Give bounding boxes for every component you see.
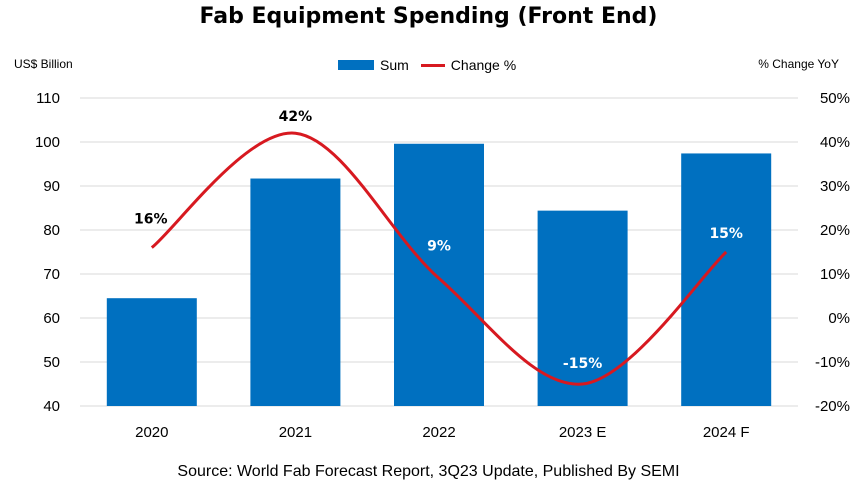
right-axis-unit: % Change YoY [758,57,839,71]
x-tick-label: 2021 [279,424,312,441]
bar [537,210,628,406]
chart-title: Fab Equipment Spending (Front End) [199,4,658,29]
x-tick-label: 2020 [135,424,168,441]
bar [394,143,484,406]
y2-tick-label: -20% [815,398,850,415]
source-note: Source: World Fab Forecast Report, 3Q23 … [177,463,680,480]
data-label: -15% [563,356,602,372]
y-tick-label: 50 [43,354,60,371]
x-tick-label: 2024 F [703,424,750,441]
y2-tick-label: 40% [820,134,850,151]
y2-tick-label: -10% [815,354,850,371]
y-tick-label: 90 [43,178,60,195]
data-label: 16% [134,212,168,228]
data-label: 9% [427,238,451,254]
legend-label-change: Change % [450,57,517,73]
y-tick-label: 40 [43,398,60,415]
legend-item-sum: Sum [338,57,409,73]
y-tick-label: 80 [43,222,60,239]
y2-tick-label: 30% [820,178,850,195]
x-tick-label: 2022 [422,424,455,441]
legend: Sum Change % [338,57,528,73]
y2-tick-label: 20% [820,222,850,239]
y2-tick-label: 50% [820,90,850,107]
y-tick-label: 100 [35,134,60,151]
y2-tick-label: 0% [828,310,850,327]
bar [250,178,341,406]
data-label: 42% [279,109,313,125]
legend-swatch-change [420,63,445,67]
legend-label-sum: Sum [380,57,409,73]
bar [681,153,772,406]
data-label: 15% [709,226,743,242]
legend-item-change: Change % [420,57,517,73]
legend-swatch-sum [338,60,374,70]
bar [106,298,197,406]
y-tick-label: 110 [36,90,60,107]
y-tick-label: 60 [43,310,60,327]
x-tick-label: 2023 E [559,424,607,441]
y2-tick-label: 10% [820,266,850,283]
y-tick-label: 70 [43,266,60,283]
left-axis-unit: US$ Billion [14,57,73,71]
change-line [150,131,728,386]
